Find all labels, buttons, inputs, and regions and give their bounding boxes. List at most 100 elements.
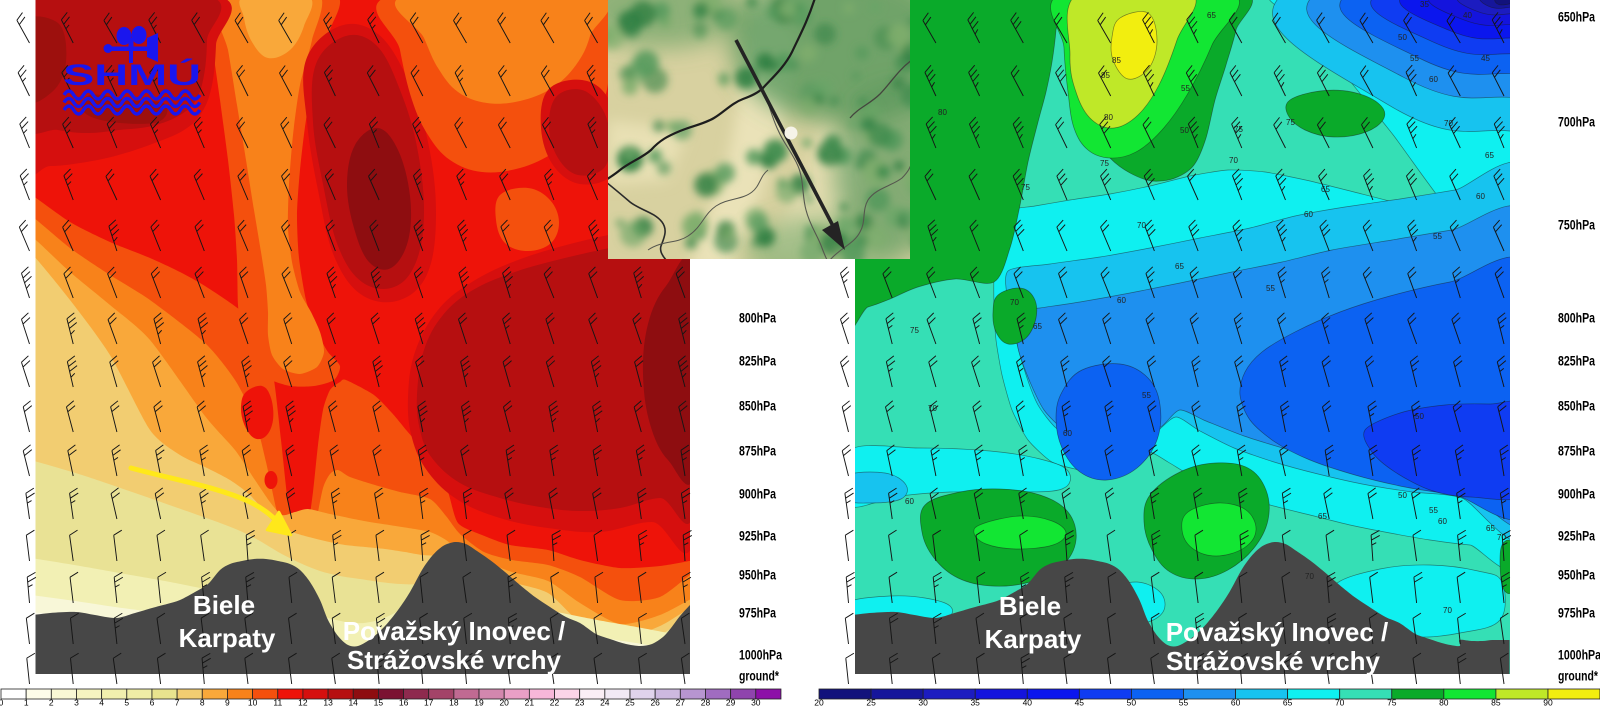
svg-text:Strážovské vrchy: Strážovské vrchy (347, 645, 561, 675)
svg-text:Biele: Biele (999, 591, 1061, 621)
svg-text:45: 45 (1481, 54, 1490, 63)
svg-text:60: 60 (1304, 210, 1313, 219)
svg-text:16: 16 (399, 698, 409, 707)
svg-text:65: 65 (1485, 151, 1494, 160)
svg-text:75: 75 (1021, 183, 1030, 192)
svg-text:Biele: Biele (193, 590, 255, 620)
svg-text:750hPa: 750hPa (1558, 218, 1595, 233)
svg-text:10: 10 (248, 698, 258, 707)
svg-text:50: 50 (1127, 698, 1137, 707)
svg-text:50: 50 (1180, 126, 1189, 135)
svg-text:20: 20 (814, 698, 824, 707)
svg-text:50: 50 (1415, 412, 1424, 421)
svg-text:75: 75 (910, 326, 919, 335)
svg-text:70: 70 (1497, 533, 1506, 542)
svg-text:4: 4 (99, 698, 104, 707)
svg-text:65: 65 (1175, 262, 1184, 271)
svg-text:60: 60 (1117, 296, 1126, 305)
svg-text:55: 55 (1179, 698, 1189, 707)
svg-text:70: 70 (1010, 298, 1019, 307)
svg-text:28: 28 (701, 698, 711, 707)
svg-text:75: 75 (1387, 698, 1397, 707)
svg-text:65: 65 (1318, 512, 1327, 521)
svg-text:65: 65 (1283, 698, 1293, 707)
svg-text:55: 55 (1266, 284, 1275, 293)
svg-text:65: 65 (1486, 524, 1495, 533)
svg-text:975hPa: 975hPa (1558, 606, 1595, 621)
svg-text:45: 45 (1075, 698, 1085, 707)
svg-text:1000hPa: 1000hPa (739, 648, 782, 663)
svg-text:5: 5 (124, 698, 129, 707)
svg-text:850hPa: 850hPa (739, 399, 776, 414)
svg-text:30: 30 (918, 698, 928, 707)
svg-text:40: 40 (1023, 698, 1033, 707)
svg-text:55: 55 (1429, 506, 1438, 515)
svg-text:875hPa: 875hPa (739, 444, 776, 459)
svg-text:80: 80 (1104, 113, 1113, 122)
svg-text:ground*: ground* (739, 669, 780, 684)
svg-text:85: 85 (1112, 56, 1121, 65)
svg-text:70: 70 (928, 404, 937, 413)
svg-text:19: 19 (474, 698, 484, 707)
svg-text:7: 7 (175, 698, 180, 707)
svg-text:30: 30 (751, 698, 761, 707)
svg-text:21: 21 (525, 698, 535, 707)
svg-text:65: 65 (1033, 322, 1042, 331)
svg-text:27: 27 (676, 698, 686, 707)
svg-text:65: 65 (1321, 185, 1330, 194)
svg-text:40: 40 (1463, 11, 1472, 20)
svg-text:26: 26 (650, 698, 660, 707)
svg-text:Karpaty: Karpaty (179, 623, 276, 653)
svg-text:85: 85 (1101, 71, 1110, 80)
svg-text:35: 35 (1420, 0, 1429, 9)
svg-text:70: 70 (1229, 156, 1238, 165)
svg-text:950hPa: 950hPa (739, 568, 776, 583)
svg-text:75: 75 (1286, 118, 1295, 127)
svg-text:850hPa: 850hPa (1558, 399, 1595, 414)
svg-text:900hPa: 900hPa (1558, 487, 1595, 502)
svg-text:15: 15 (374, 698, 384, 707)
svg-text:65: 65 (1207, 11, 1216, 20)
svg-text:55: 55 (1410, 54, 1419, 63)
svg-text:60: 60 (1063, 429, 1072, 438)
svg-text:22: 22 (550, 698, 560, 707)
svg-text:800hPa: 800hPa (739, 311, 776, 326)
svg-text:1: 1 (24, 698, 29, 707)
svg-text:900hPa: 900hPa (739, 487, 776, 502)
svg-text:825hPa: 825hPa (1558, 354, 1595, 369)
svg-text:17: 17 (424, 698, 434, 707)
svg-text:29: 29 (726, 698, 736, 707)
svg-text:35: 35 (970, 698, 980, 707)
svg-text:3: 3 (74, 698, 79, 707)
svg-text:18: 18 (449, 698, 459, 707)
svg-text:60: 60 (1231, 698, 1241, 707)
svg-text:25: 25 (625, 698, 635, 707)
svg-text:70: 70 (1444, 119, 1453, 128)
svg-text:Karpaty: Karpaty (985, 624, 1082, 654)
svg-text:70: 70 (1443, 606, 1452, 615)
svg-text:85: 85 (1491, 698, 1501, 707)
svg-text:13: 13 (323, 698, 333, 707)
svg-text:975hPa: 975hPa (739, 606, 776, 621)
svg-text:925hPa: 925hPa (739, 529, 776, 544)
svg-text:ground*: ground* (1558, 669, 1599, 684)
svg-text:24: 24 (600, 698, 610, 707)
svg-text:11: 11 (273, 698, 282, 707)
svg-text:925hPa: 925hPa (1558, 529, 1595, 544)
svg-text:50: 50 (1398, 33, 1407, 42)
svg-text:20: 20 (499, 698, 509, 707)
svg-text:950hPa: 950hPa (1558, 568, 1595, 583)
svg-text:60: 60 (1438, 517, 1447, 526)
svg-text:70: 70 (1335, 698, 1345, 707)
svg-text:6: 6 (150, 698, 155, 707)
svg-text:80: 80 (938, 108, 947, 117)
svg-text:55: 55 (1433, 232, 1442, 241)
svg-text:50: 50 (1398, 491, 1407, 500)
svg-text:90: 90 (1543, 698, 1553, 707)
svg-text:800hPa: 800hPa (1558, 311, 1595, 326)
svg-text:60: 60 (905, 497, 914, 506)
svg-text:Strážovské vrchy: Strážovské vrchy (1166, 646, 1380, 676)
svg-text:23: 23 (575, 698, 585, 707)
svg-text:SHMÚ: SHMÚ (63, 58, 201, 92)
svg-text:60: 60 (1429, 75, 1438, 84)
